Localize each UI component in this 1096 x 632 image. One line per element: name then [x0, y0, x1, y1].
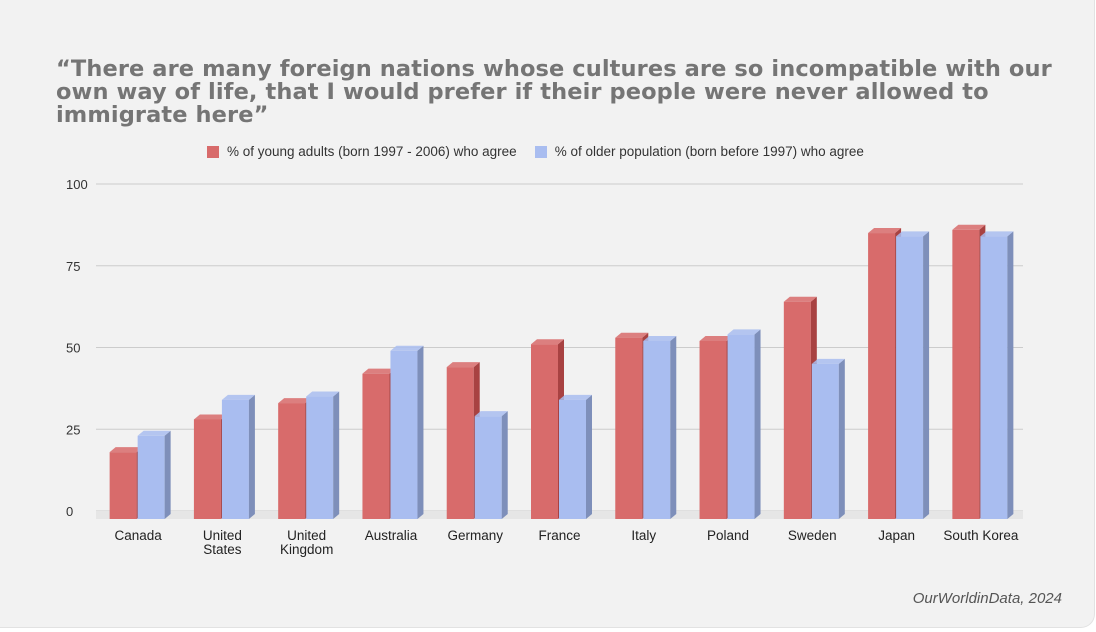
y-tick-label: 75 — [66, 259, 80, 274]
legend-label-older: % of older population (born before 1997)… — [554, 144, 864, 159]
y-tick-label: 100 — [66, 177, 88, 192]
bar-older — [221, 394, 255, 519]
bar-older — [390, 345, 424, 519]
legend-swatch-older — [534, 145, 547, 158]
y-tick-label: 0 — [66, 504, 73, 519]
y-tick-label: 50 — [66, 341, 80, 356]
legend-label-young: % of young adults (born 1997 - 2006) who… — [227, 144, 517, 159]
legend: % of young adults (born 1997 - 2006) who… — [207, 144, 882, 159]
bar-young — [783, 296, 817, 519]
x-tick-label: Australia — [365, 528, 418, 543]
x-tick-label: France — [538, 528, 580, 543]
x-tick-label: Sweden — [788, 528, 837, 543]
legend-item-young: % of young adults (born 1997 - 2006) who… — [207, 144, 517, 159]
x-tick-label: Germany — [447, 528, 503, 543]
chart-title: “There are many foreign nations whose cu… — [56, 56, 1052, 128]
bars — [109, 224, 1014, 520]
x-tick-label: Japan — [878, 528, 915, 543]
x-tick-label: Italy — [631, 528, 656, 543]
x-tick-label: United Kingdom — [280, 528, 333, 557]
bar-older — [474, 411, 508, 519]
bar-older — [896, 231, 930, 519]
bar-older — [811, 358, 845, 519]
bar-older — [727, 329, 761, 519]
bar-older — [137, 430, 171, 519]
x-tick-label: United States — [203, 528, 242, 557]
bar-older — [559, 394, 592, 519]
x-tick-label: South Korea — [943, 528, 1019, 543]
x-tick-label: Poland — [707, 528, 749, 543]
legend-item-older: % of older population (born before 1997)… — [534, 144, 864, 159]
source-credit: OurWorldinData, 2024 — [912, 590, 1062, 607]
bar-young — [531, 339, 564, 519]
x-tick-label: Canada — [114, 528, 162, 543]
y-tick-label: 25 — [66, 422, 80, 437]
x-axis-labels: Canada United States United Kingdom Australia… — [114, 528, 1018, 557]
bar-older — [306, 391, 340, 519]
bar-older — [643, 335, 677, 519]
y-axis-ticks: 0 25 50 75 100 — [66, 177, 88, 519]
bar-older — [980, 231, 1014, 519]
legend-swatch-young — [207, 145, 219, 158]
